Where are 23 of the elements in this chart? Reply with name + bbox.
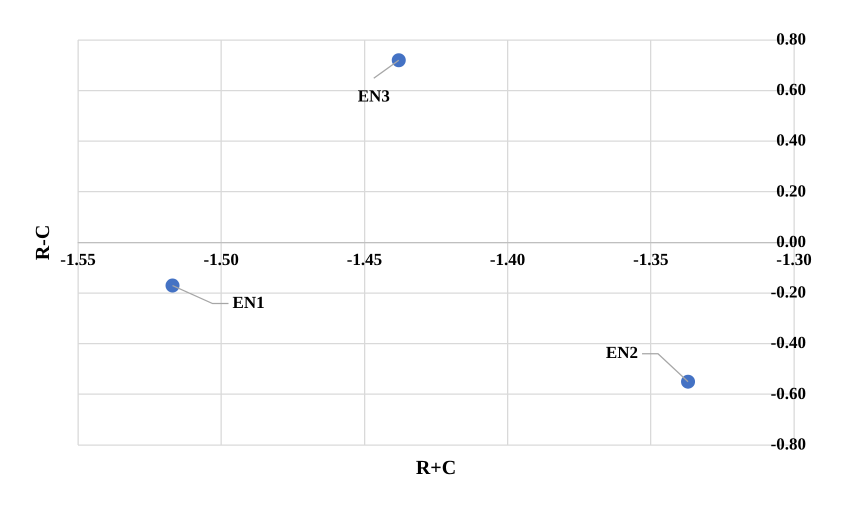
- x-tick-label: -1.30: [776, 250, 812, 270]
- point: [681, 374, 696, 389]
- y-tick-label: -0.40: [770, 333, 806, 352]
- x-tick-label: -1.40: [490, 250, 526, 270]
- x-tick-label: -1.35: [633, 250, 669, 270]
- y-tick-label: 0.80: [776, 29, 806, 48]
- y-tick-label: 0.20: [776, 181, 806, 200]
- y-tick-label: -0.80: [770, 434, 806, 454]
- point: [392, 53, 406, 68]
- y-tick-label: 0.00: [776, 232, 806, 251]
- x-tick-label: -1.50: [203, 250, 239, 270]
- y-tick-label: 0.40: [776, 130, 806, 150]
- x-tick-label: -1.55: [60, 250, 96, 270]
- x-tick-label: -1.45: [346, 250, 382, 270]
- y-tick-label: 0.60: [776, 80, 806, 100]
- x-axis-title: R+C: [416, 457, 456, 480]
- y-tick-label: -0.20: [770, 282, 806, 302]
- annotation: EN2: [606, 343, 638, 362]
- annotation: EN1: [232, 292, 265, 312]
- y-tick-label: -0.60: [770, 384, 806, 403]
- annotation: EN3: [358, 86, 390, 106]
- point: [166, 278, 180, 293]
- y-axis-title: R-C: [32, 224, 54, 260]
